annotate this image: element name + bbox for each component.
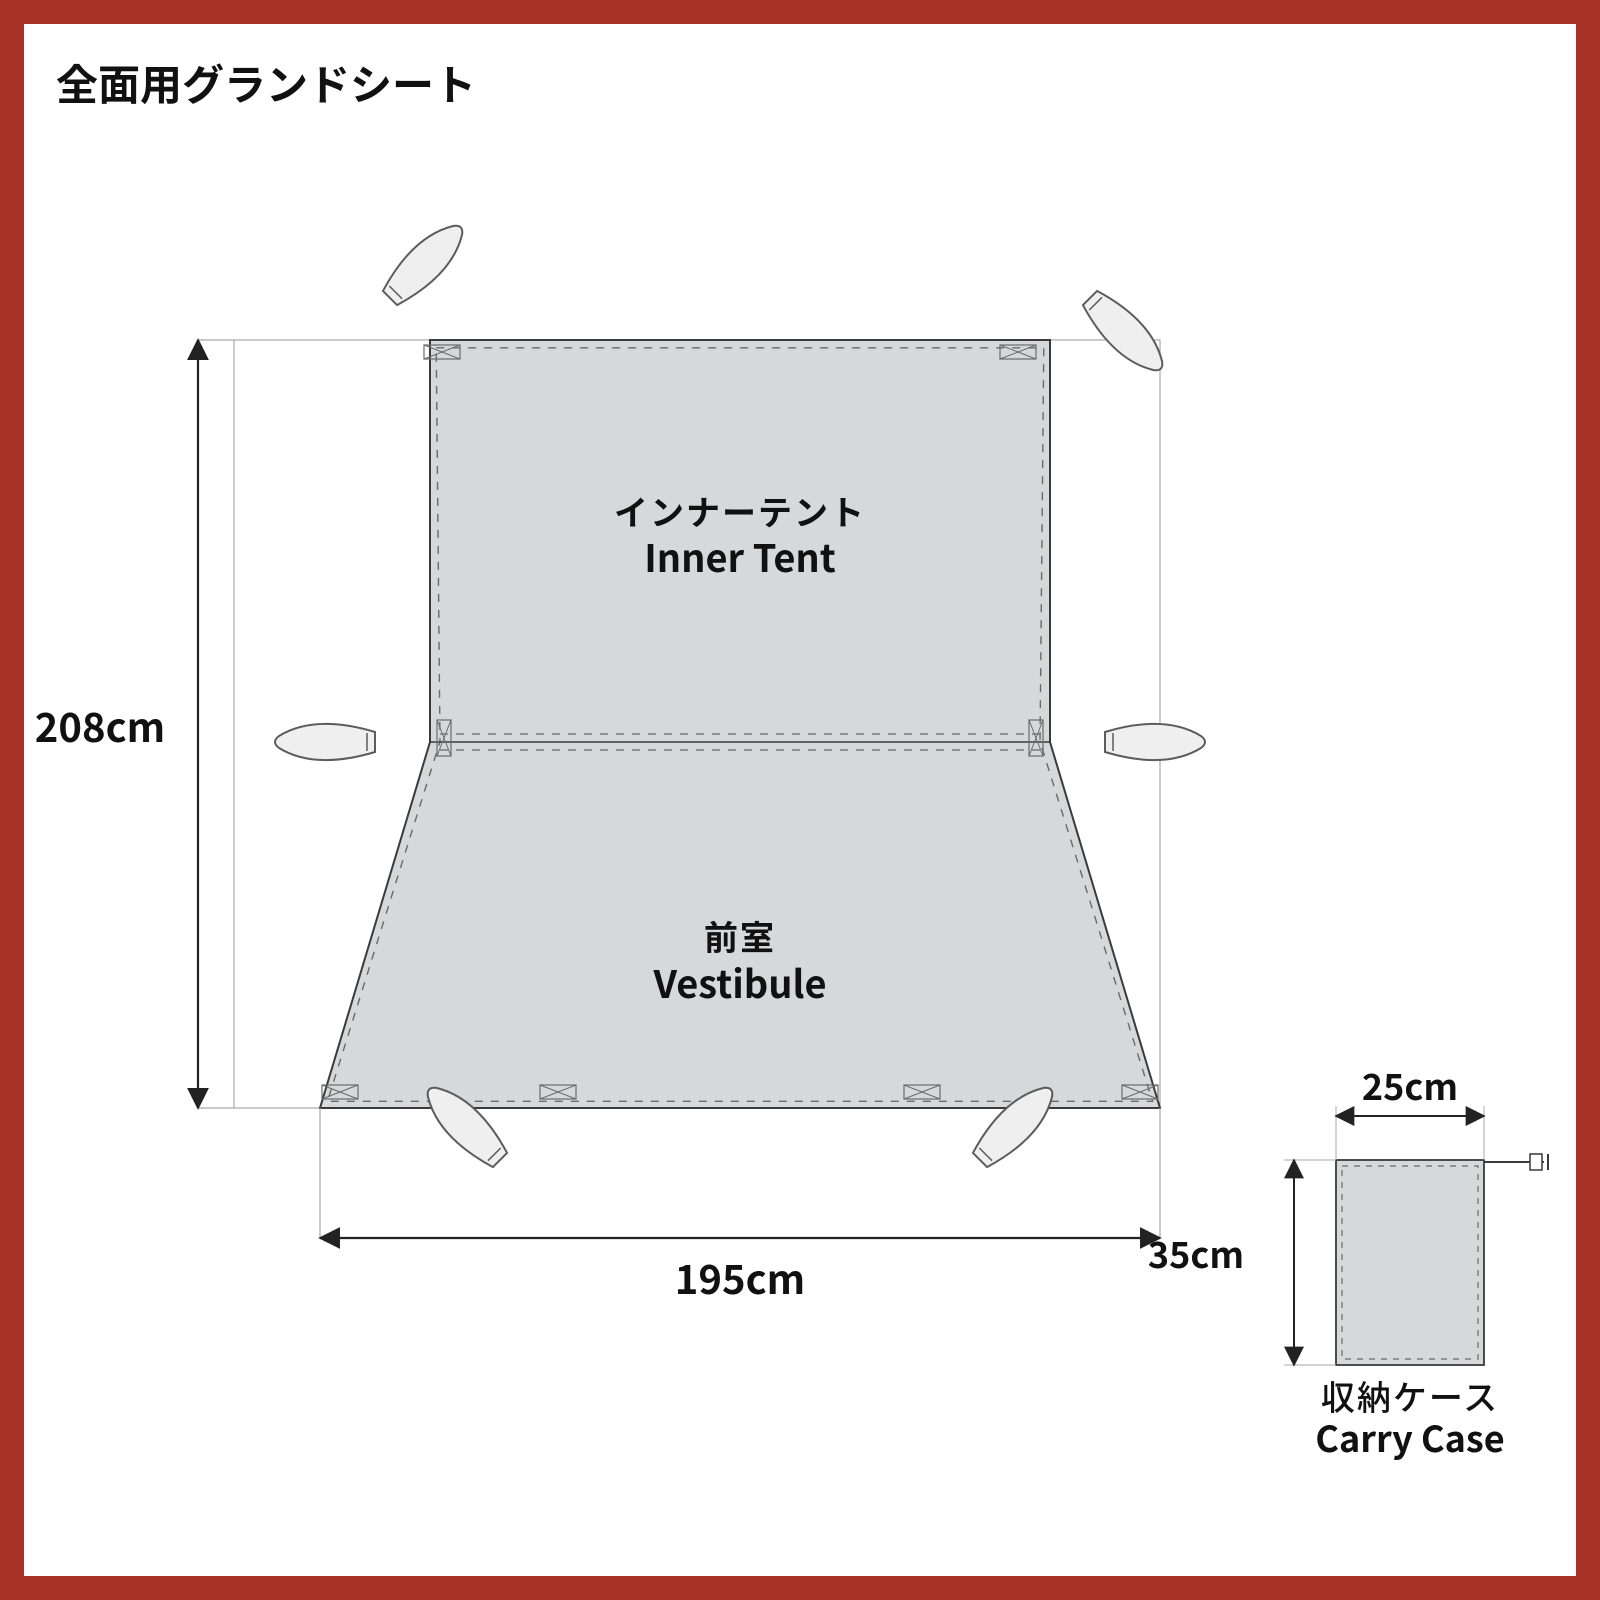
- diagram-svg: 全面用グランドシート インナーテント Inner Tent 前室 Vestibu…: [0, 0, 1600, 1600]
- inner-tent-label-en: Inner Tent: [644, 528, 836, 583]
- carry-case-height-text: 35cm: [1148, 1227, 1244, 1279]
- vestibule-label-jp: 前室: [704, 911, 776, 960]
- dimension-width-text: 195cm: [675, 1248, 805, 1306]
- carry-case-body: [1336, 1160, 1484, 1365]
- diagram-frame: 全面用グランドシート インナーテント Inner Tent 前室 Vestibu…: [0, 0, 1600, 1600]
- vestibule-label-en: Vestibule: [652, 954, 826, 1009]
- carry-case-width-text: 25cm: [1362, 1059, 1458, 1111]
- carry-case-label-en: Carry Case: [1315, 1411, 1504, 1463]
- page-title: 全面用グランドシート: [56, 52, 476, 113]
- dimension-height-text: 208cm: [35, 696, 165, 754]
